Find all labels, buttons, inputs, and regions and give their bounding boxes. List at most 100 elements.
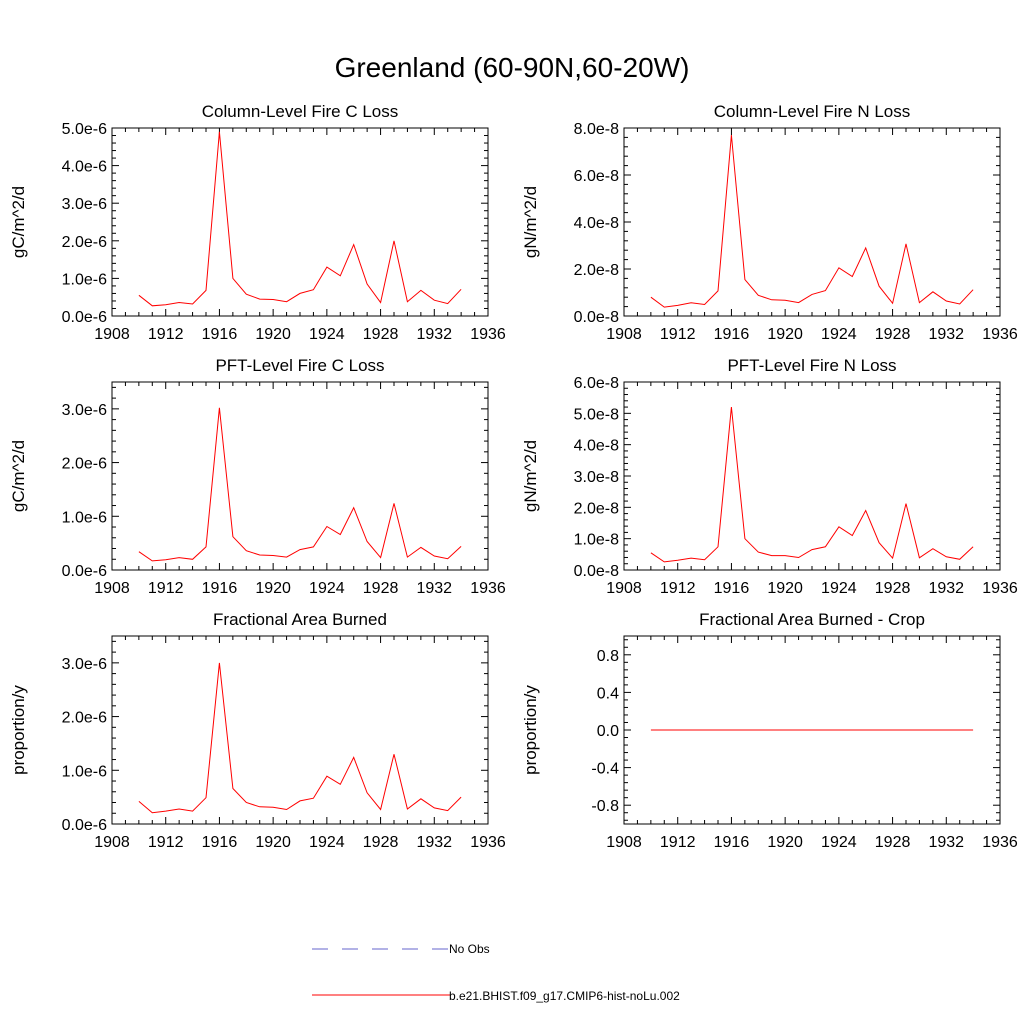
y-tick-label: 2.0e-6 (62, 234, 107, 251)
y-tick-label: 8.0e-8 (574, 121, 619, 138)
x-tick-label: 1932 (416, 326, 452, 343)
x-tick-label: 1936 (982, 326, 1018, 343)
x-tick-label: 1928 (875, 326, 911, 343)
x-tick-label: 1916 (714, 834, 750, 851)
x-tick-label: 1932 (416, 834, 452, 851)
y-tick-label: 1.0e-6 (62, 763, 107, 780)
y-tick-label: 5.0e-8 (574, 406, 619, 423)
y-tick-label: 3.0e-6 (62, 402, 107, 419)
y-tick-label: 4.0e-6 (62, 159, 107, 176)
x-tick-label: 1912 (148, 580, 184, 597)
plot-frame (111, 381, 489, 571)
x-tick-label: 1924 (309, 834, 345, 851)
y-tick-label: 3.0e-6 (62, 196, 107, 213)
x-tick-label: 1908 (94, 580, 130, 597)
x-tick-label: 1920 (767, 326, 803, 343)
y-axis-label: gC/m^2/d (9, 440, 28, 512)
legend-obs-label: No Obs (449, 942, 490, 956)
chart-panel-4: PFT-Level Fire N Loss gN/m^2/d 1908 1912 191… (521, 356, 1018, 597)
y-tick-label: 0.0e-8 (574, 563, 619, 580)
legend-model-label: b.e21.BHIST.f09_g17.CMIP6-hist-noLu.002 (449, 989, 680, 1003)
x-tick-label: 1936 (982, 834, 1018, 851)
x-tick-label: 1908 (94, 326, 130, 343)
y-tick-label: 3.0e-6 (62, 656, 107, 673)
x-tick-label: 1932 (928, 326, 964, 343)
chart-panel-6: Fractional Area Burned - Crop proportion/… (521, 610, 1018, 851)
y-axis-label: gN/m^2/d (521, 186, 540, 258)
panel-title: PFT-Level Fire C Loss (215, 356, 384, 375)
x-tick-label: 1928 (875, 580, 911, 597)
y-tick-label: 0.0e-8 (574, 309, 619, 326)
x-tick-label: 1920 (255, 326, 291, 343)
panel-title: Fractional Area Burned (213, 610, 387, 629)
y-axis-label: proportion/y (521, 685, 540, 775)
x-tick-label: 1928 (363, 326, 399, 343)
y-tick-label: -0.4 (591, 761, 619, 778)
y-tick-label: 0.0e-6 (62, 563, 107, 580)
series-line (650, 407, 974, 563)
legend-model-line (312, 994, 450, 996)
series-line (138, 407, 462, 562)
plot-frame (111, 635, 489, 825)
legend-obs-line (312, 948, 450, 950)
x-tick-label: 1924 (821, 326, 857, 343)
plot-frame (623, 127, 1001, 317)
x-tick-label: 1916 (202, 326, 238, 343)
x-tick-label: 1912 (660, 834, 696, 851)
y-axis-label: gC/m^2/d (9, 186, 28, 258)
x-tick-label: 1912 (148, 834, 184, 851)
y-axis-label: proportion/y (9, 685, 28, 775)
y-tick-label: 0.0e-6 (62, 309, 107, 326)
x-tick-label: 1936 (470, 580, 506, 597)
x-tick-label: 1908 (606, 834, 642, 851)
x-tick-label: 1916 (202, 580, 238, 597)
y-tick-label: 1.0e-8 (574, 532, 619, 549)
y-tick-label: 0.0e-6 (62, 817, 107, 834)
y-tick-label: 5.0e-6 (62, 121, 107, 138)
y-tick-label: 2.0e-6 (62, 710, 107, 727)
x-tick-label: 1920 (767, 834, 803, 851)
y-tick-label: 6.0e-8 (574, 375, 619, 392)
chart-panel-2: Column-Level Fire N Loss gN/m^2/d 1908 1912… (521, 102, 1018, 343)
x-tick-label: 1924 (309, 580, 345, 597)
x-tick-label: 1936 (470, 834, 506, 851)
panel-title: PFT-Level Fire N Loss (727, 356, 896, 375)
series-line (650, 134, 974, 308)
x-tick-label: 1932 (416, 580, 452, 597)
x-tick-label: 1912 (148, 326, 184, 343)
x-tick-label: 1912 (660, 580, 696, 597)
plot-frame (623, 381, 1001, 571)
x-tick-label: 1928 (363, 580, 399, 597)
y-tick-label: 0.4 (597, 685, 619, 702)
plot-frame (111, 127, 489, 317)
x-tick-label: 1920 (255, 580, 291, 597)
y-tick-label: -0.8 (591, 798, 619, 815)
chart-panel-5: Fractional Area Burned proportion/y 1908 19… (9, 610, 506, 851)
y-tick-label: 2.0e-8 (574, 500, 619, 517)
x-tick-label: 1912 (660, 326, 696, 343)
y-tick-label: 6.0e-8 (574, 168, 619, 185)
x-tick-label: 1928 (363, 834, 399, 851)
x-tick-label: 1916 (714, 326, 750, 343)
y-tick-label: 0.8 (597, 648, 619, 665)
x-tick-label: 1936 (982, 580, 1018, 597)
y-axis-label: gN/m^2/d (521, 440, 540, 512)
x-tick-label: 1920 (255, 834, 291, 851)
panel-title: Fractional Area Burned - Crop (699, 610, 925, 629)
panel-title: Column-Level Fire C Loss (202, 102, 399, 121)
page-title: Greenland (60-90N,60-20W) (334, 52, 690, 83)
x-tick-label: 1932 (928, 834, 964, 851)
series-line (138, 131, 462, 307)
y-tick-label: 2.0e-8 (574, 262, 619, 279)
y-tick-label: 2.0e-6 (62, 456, 107, 473)
x-tick-label: 1916 (202, 834, 238, 851)
x-tick-label: 1908 (606, 580, 642, 597)
x-tick-label: 1928 (875, 834, 911, 851)
x-tick-label: 1924 (821, 834, 857, 851)
x-tick-label: 1920 (767, 580, 803, 597)
y-tick-label: 0.0 (597, 723, 619, 740)
chart-panel-3: PFT-Level Fire C Loss gC/m^2/d 1908 1912 191… (9, 356, 506, 597)
x-tick-label: 1924 (821, 580, 857, 597)
x-tick-label: 1916 (714, 580, 750, 597)
